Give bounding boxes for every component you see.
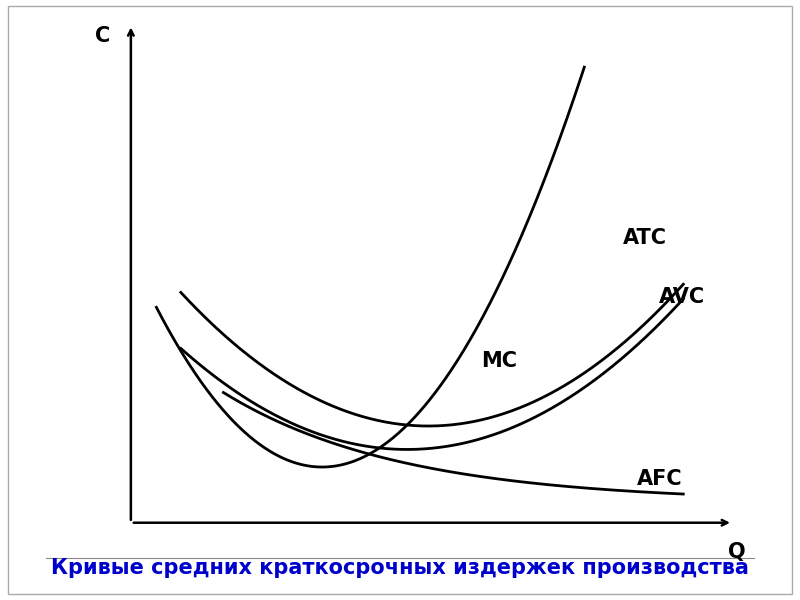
Text: AFC: AFC [638, 469, 683, 488]
Text: AVC: AVC [658, 287, 705, 307]
Text: C: C [95, 26, 110, 46]
Text: ATC: ATC [623, 229, 667, 248]
Text: Кривые средних краткосрочных издержек производства: Кривые средних краткосрочных издержек пр… [51, 559, 749, 578]
Text: MC: MC [482, 352, 518, 371]
Text: Q: Q [727, 542, 746, 562]
